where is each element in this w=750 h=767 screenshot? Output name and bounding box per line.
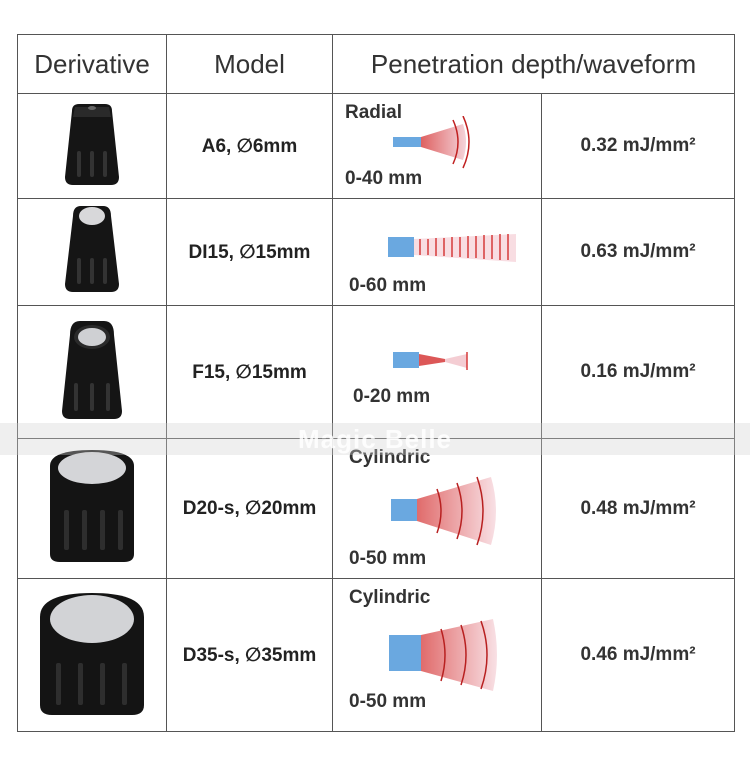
- table-row: DI15, ∅15mm 0-60 mm 0.63 mJ/mm²: [17, 198, 736, 306]
- depth-range: 0-60 mm: [349, 275, 427, 296]
- cylindric-waveform-graphic: [389, 619, 497, 691]
- radial-waveform-graphic: [393, 116, 470, 169]
- table-row: A6, ∅6mm Radial 0-40 mm 0.32 mJ/mm²: [17, 93, 736, 199]
- header-model: Model: [166, 34, 333, 94]
- model-cell: DI15, ∅15mm: [166, 198, 333, 306]
- derivative-cell: [17, 93, 167, 199]
- depth-range: 0-40 mm: [345, 168, 423, 189]
- waveform-label: Cylindric: [349, 587, 431, 608]
- depth-range: 0-50 mm: [349, 548, 427, 569]
- applicator-d35s-image: [40, 592, 144, 715]
- header-derivative: Derivative: [17, 34, 167, 94]
- derivative-cell: [17, 578, 167, 732]
- waveform-cell: Cylindric 0-50 mm: [332, 578, 542, 732]
- waveform-label: Cylindric: [349, 447, 431, 468]
- model-cell: D20-s, ∅20mm: [166, 438, 333, 579]
- applicator-a6-image: [65, 103, 119, 185]
- depth-range: 0-20 mm: [353, 386, 431, 407]
- energy-cell: 0.32 mJ/mm²: [540, 93, 736, 199]
- energy-cell: 0.16 mJ/mm²: [540, 305, 736, 439]
- derivative-cell: [17, 438, 167, 579]
- watermark-banner: Magic Belle: [0, 423, 750, 455]
- focal-waveform-graphic: [393, 352, 468, 370]
- derivative-cell: [17, 305, 167, 439]
- waveform-cell: Radial 0-40 mm: [332, 93, 542, 199]
- waveform-label: Radial: [345, 102, 403, 123]
- depth-range: 0-50 mm: [349, 691, 427, 712]
- header-row: Derivative Model Penetration depth/wavef…: [17, 34, 736, 94]
- waveform-cell: 0-60 mm: [332, 198, 542, 306]
- waveform-cell: 0-20 mm: [332, 305, 542, 439]
- waveform-cell: Cylindric 0-50 mm: [332, 438, 542, 579]
- model-cell: F15, ∅15mm: [166, 305, 333, 439]
- focused-waveform-graphic: [388, 234, 516, 262]
- table-row: D20-s, ∅20mm Cylindric 0-50 mm 0.48 mJ/m…: [17, 438, 736, 579]
- header-penetration: Penetration depth/waveform: [331, 34, 736, 94]
- applicator-di15-image: [65, 206, 119, 292]
- energy-cell: 0.48 mJ/mm²: [540, 438, 736, 579]
- applicator-f15-image: [62, 320, 122, 419]
- cylindric-waveform-graphic: [391, 476, 496, 546]
- applicator-d20s-image: [50, 450, 134, 562]
- table-row: F15, ∅15mm 0-20 mm 0.16 mJ/mm²: [17, 305, 736, 439]
- watermark-text: Magic Belle: [297, 424, 453, 454]
- derivative-cell: [17, 198, 167, 306]
- specification-table: Derivative Model Penetration depth/wavef…: [17, 34, 736, 732]
- model-cell: A6, ∅6mm: [166, 93, 333, 199]
- energy-cell: 0.46 mJ/mm²: [540, 578, 736, 732]
- table-row: D35-s, ∅35mm Cylindric 0-50 mm 0.46 mJ/m…: [17, 578, 736, 732]
- energy-cell: 0.63 mJ/mm²: [540, 198, 736, 306]
- model-cell: D35-s, ∅35mm: [166, 578, 333, 732]
